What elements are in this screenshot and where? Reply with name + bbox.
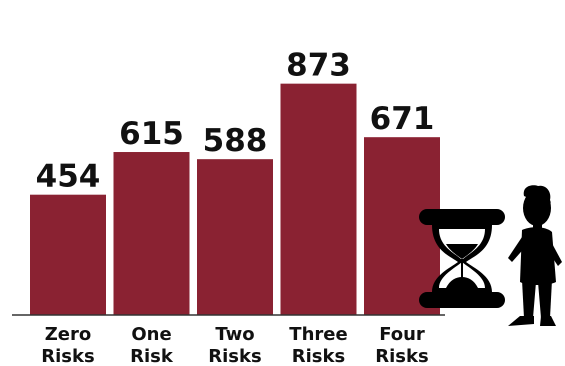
bar-1 bbox=[113, 152, 190, 315]
value-label-0: 454 bbox=[36, 159, 101, 195]
bar-2 bbox=[197, 159, 273, 315]
bar-0 bbox=[30, 194, 106, 315]
category-label-4-line-1: Risks bbox=[375, 346, 428, 366]
value-labels-group: 454 615 588 873 671 bbox=[36, 48, 435, 195]
category-labels-group: ZeroRisksOneRiskTwoRisksThreeRisksFourRi… bbox=[41, 324, 428, 366]
child-silhouette-icon bbox=[508, 185, 562, 326]
category-label-2-line-0: Two bbox=[215, 324, 254, 345]
bar-3 bbox=[280, 83, 357, 315]
category-label-3-line-1: Risks bbox=[292, 346, 345, 366]
category-label-1-line-0: One bbox=[131, 324, 171, 345]
category-label-3-line-0: Three bbox=[289, 324, 347, 345]
category-label-1-line-1: Risk bbox=[130, 346, 174, 366]
hourglass-icon bbox=[419, 209, 505, 308]
category-label-0-line-0: Zero bbox=[45, 324, 92, 345]
value-label-1: 615 bbox=[119, 116, 184, 152]
bar-4 bbox=[364, 137, 440, 315]
value-label-2: 588 bbox=[203, 123, 268, 159]
category-label-4-line-0: Four bbox=[379, 324, 425, 345]
value-label-4: 671 bbox=[370, 101, 435, 137]
category-label-0-line-1: Risks bbox=[41, 346, 94, 366]
category-label-2-line-1: Risks bbox=[208, 346, 261, 366]
value-label-3: 873 bbox=[286, 48, 351, 84]
bars-group bbox=[30, 83, 440, 315]
